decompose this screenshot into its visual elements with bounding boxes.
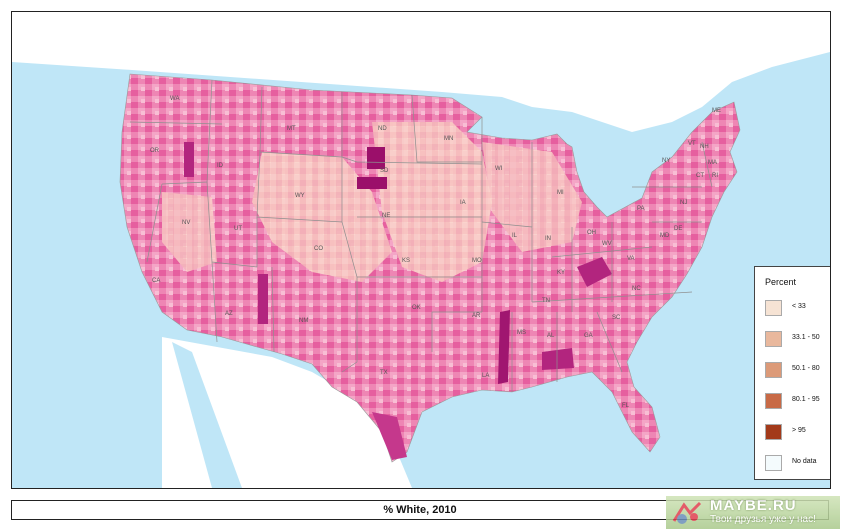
legend-swatch	[765, 362, 782, 378]
state-label: NV	[182, 220, 190, 226]
state-label: MD	[660, 233, 670, 239]
legend-item: 80.1 - 95	[765, 393, 827, 413]
legend-swatch	[765, 393, 782, 409]
state-label: UT	[234, 226, 242, 232]
legend-label: 33.1 - 50	[792, 334, 820, 341]
us-county-map: WA OR ID MT WY NV UT CO CA AZ NM ND SD N…	[12, 12, 830, 488]
state-label: NH	[700, 144, 709, 150]
state-label: LA	[482, 373, 489, 379]
legend-item: > 95	[765, 424, 827, 444]
state-label: MN	[444, 136, 453, 142]
legend-label: No data	[792, 458, 817, 465]
state-label: CO	[314, 246, 323, 252]
state-label: ND	[378, 126, 387, 132]
state-label: OK	[412, 305, 421, 311]
state-label: RI	[712, 173, 718, 179]
legend-title: Percent	[765, 277, 797, 287]
state-label: ME	[712, 108, 721, 114]
legend-label: 80.1 - 95	[792, 396, 820, 403]
dark-appalachia	[577, 257, 612, 287]
state-label: NJ	[680, 200, 687, 206]
state-label: KY	[557, 270, 565, 276]
legend-label: 50.1 - 80	[792, 365, 820, 372]
state-boundaries	[129, 79, 713, 392]
dark-id	[184, 142, 194, 177]
dark-sd-2	[357, 177, 387, 189]
state-label: DE	[674, 226, 682, 232]
dark-az	[258, 274, 268, 324]
legend-swatch	[765, 424, 782, 440]
state-label: NE	[382, 213, 390, 219]
legend-swatch	[765, 455, 782, 471]
legend-item: 50.1 - 80	[765, 362, 827, 382]
watermark-tagline: Твои друзья уже у нас!	[710, 514, 816, 525]
watermark-name: MAYBE.RU	[710, 497, 797, 514]
state-label: SC	[612, 315, 621, 321]
state-label: AZ	[225, 311, 233, 317]
map-title: % White, 2010	[11, 500, 829, 520]
legend-item: No data	[765, 455, 827, 475]
state-label: MT	[287, 126, 296, 132]
state-label: VA	[627, 256, 635, 262]
map-legend: Percent < 33 33.1 - 50 50.1 - 80 80.1 - …	[754, 266, 830, 480]
baja-water	[172, 342, 242, 488]
state-label: AR	[472, 313, 481, 319]
state-label: MA	[708, 160, 717, 166]
state-label: CA	[152, 278, 160, 284]
state-label: TN	[542, 298, 550, 304]
state-label: IL	[512, 233, 518, 239]
state-label: GA	[584, 333, 593, 339]
legend-swatch	[765, 331, 782, 347]
state-label: WY	[295, 193, 305, 199]
state-label: PA	[637, 206, 645, 212]
state-label: MI	[557, 190, 564, 196]
light-region-nevada	[162, 192, 217, 272]
watermark: MAYBE.RU Твои друзья уже у нас!	[666, 496, 840, 529]
state-label: OH	[587, 230, 596, 236]
state-label: NM	[299, 318, 308, 324]
state-label: TX	[380, 370, 388, 376]
state-labels: WA OR ID MT WY NV UT CO CA AZ NM ND SD N…	[150, 96, 721, 409]
state-label: VT	[688, 141, 696, 147]
dark-texas-border	[372, 412, 407, 460]
state-label: ID	[217, 163, 224, 169]
state-label: MS	[517, 330, 526, 336]
lake-erie	[597, 192, 642, 217]
state-label: OR	[150, 148, 160, 154]
state-label: WV	[602, 241, 612, 247]
legend-label: < 33	[792, 303, 806, 310]
legend-item: < 33	[765, 300, 827, 320]
state-label: AL	[547, 333, 555, 339]
state-label: IN	[545, 236, 551, 242]
state-label: NC	[632, 286, 641, 292]
state-label: NY	[662, 158, 670, 164]
state-label: KS	[402, 258, 410, 264]
canada-land	[12, 12, 830, 132]
state-label: WA	[170, 96, 179, 102]
dark-sd	[367, 147, 385, 169]
legend-label: > 95	[792, 427, 806, 434]
legend-swatch	[765, 300, 782, 316]
dark-south	[542, 348, 574, 370]
state-label: WI	[495, 166, 503, 172]
state-label: FL	[622, 403, 630, 409]
state-label: IA	[460, 200, 466, 206]
lake-superior	[467, 120, 557, 140]
legend-item: 33.1 - 50	[765, 331, 827, 351]
state-label: CT	[696, 173, 704, 179]
state-label: SD	[380, 168, 389, 174]
maybe-logo-icon	[672, 501, 702, 524]
state-label: MO	[472, 258, 482, 264]
map-frame: WA OR ID MT WY NV UT CO CA AZ NM ND SD N…	[11, 11, 831, 489]
lake-huron	[572, 147, 602, 192]
dark-mississippi	[498, 310, 510, 384]
